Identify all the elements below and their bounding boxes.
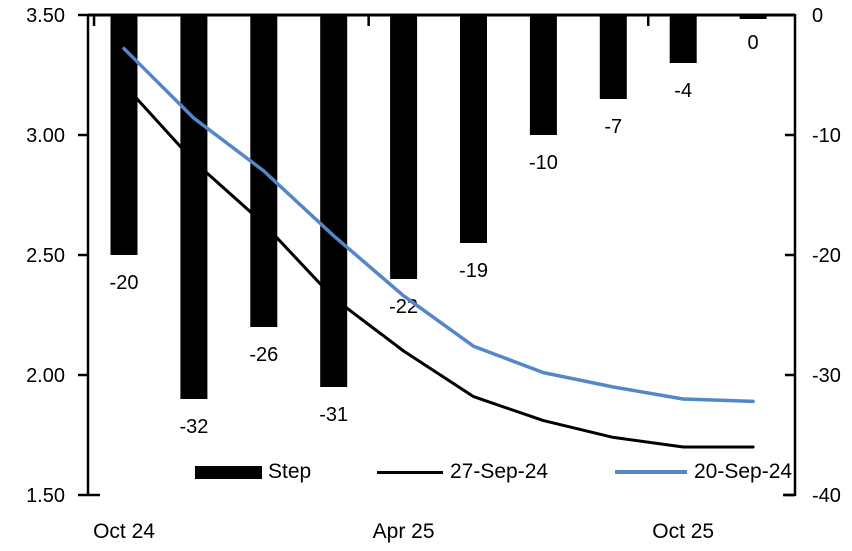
- step-bar: [180, 15, 208, 399]
- step-bar: [320, 15, 348, 387]
- left-axis-tick-label: 3.00: [26, 125, 65, 147]
- legend-item-27-sep-24: 27-Sep-24: [377, 461, 548, 483]
- step-bar-label: -26: [249, 344, 278, 366]
- left-axis-tick-label: 1.50: [26, 485, 65, 507]
- step-bar-swatch-icon: [195, 465, 262, 479]
- step-bar: [669, 15, 697, 63]
- line-27-sep-24: [122, 83, 755, 449]
- x-axis-tick-label: Apr 25: [373, 520, 435, 543]
- right-axis-tick-label: -10: [812, 125, 841, 147]
- step-bar-label: -20: [110, 272, 139, 294]
- x-axis-tick-label: Oct 25: [652, 520, 714, 543]
- step-bar: [110, 15, 138, 255]
- blue-line-swatch-icon: [615, 470, 687, 474]
- step-bar: [529, 15, 557, 135]
- right-axis-tick-label: 0: [812, 5, 823, 27]
- line-20-sep-24: [122, 46, 755, 404]
- black-line-swatch-icon: [377, 470, 443, 474]
- step-bar-label: -7: [604, 116, 622, 138]
- step-bar: [739, 15, 767, 19]
- step-bar-label: 0: [748, 32, 759, 54]
- right-axis-tick-label: -30: [812, 365, 841, 387]
- legend-item-step: Step: [195, 461, 311, 483]
- legend-label-step: Step: [268, 460, 312, 483]
- legend-item-20-sep-24: 20-Sep-24: [615, 461, 792, 483]
- x-axis-tick-label: Oct 24: [93, 520, 155, 543]
- step-bar: [460, 15, 487, 243]
- step-bar-label: -31: [319, 404, 348, 426]
- step-bar-label: -32: [179, 416, 208, 438]
- left-axis-tick-label: 3.50: [26, 5, 65, 27]
- legend-label-27-sep-24: 27-Sep-24: [450, 460, 549, 483]
- step-bar: [599, 15, 627, 99]
- right-axis-tick-label: -20: [812, 245, 841, 267]
- step-bar-label: -4: [674, 80, 692, 102]
- step-bar-label: -22: [389, 296, 418, 318]
- step-bar-label: -10: [529, 152, 558, 174]
- legend-label-20-sep-24: 20-Sep-24: [694, 460, 793, 483]
- right-axis-tick-label: -40: [812, 485, 841, 507]
- left-axis-tick-label: 2.00: [26, 365, 65, 387]
- left-axis-tick-label: 2.50: [26, 245, 65, 267]
- step-bar: [390, 15, 418, 279]
- step-bar-label: -19: [459, 260, 488, 282]
